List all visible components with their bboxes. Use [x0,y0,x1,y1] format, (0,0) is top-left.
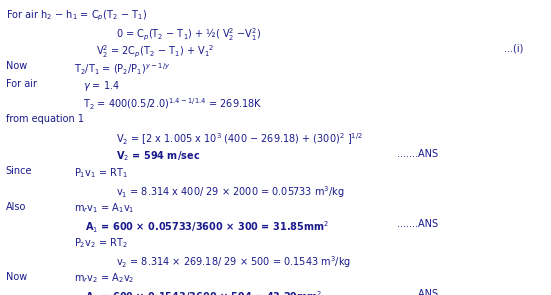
Text: Now: Now [6,61,27,71]
Text: $\gamma$ = 1.4: $\gamma$ = 1.4 [83,79,120,93]
Text: ...(i): ...(i) [504,44,523,54]
Text: P$_1$v$_1$ = RT$_1$: P$_1$v$_1$ = RT$_1$ [74,166,128,180]
Text: m$_r$v$_2$ = A$_2$v$_2$: m$_r$v$_2$ = A$_2$v$_2$ [74,272,135,285]
Text: T$_2$ = 400(0.5/2.0)$^{1.4-1/1.4}$ = 269.18K: T$_2$ = 400(0.5/2.0)$^{1.4-1/1.4}$ = 269… [83,96,262,112]
Text: 0 = C$_p$(T$_2$ − T$_1$) + ½( V$_2^2$ −V$_1^2$): 0 = C$_p$(T$_2$ − T$_1$) + ½( V$_2^2$ −V… [116,26,261,43]
Text: V$_2^2$ = 2C$_p$(T$_2$ − T$_1$) + V$_1$$^2$: V$_2^2$ = 2C$_p$(T$_2$ − T$_1$) + V$_1$$… [96,44,215,60]
Text: Now: Now [6,272,27,282]
Text: v$_2$ = 8.314 × 269.18/ 29 × 500 = 0.1543 m$^3$/kg: v$_2$ = 8.314 × 269.18/ 29 × 500 = 0.154… [116,254,350,270]
Text: v$_1$ = 8.314 x 400/ 29 × 2000 = 0.05733 m$^3$/kg: v$_1$ = 8.314 x 400/ 29 × 2000 = 0.05733… [116,184,344,200]
Text: For air h$_2$ − h$_1$ = C$_p$(T$_2$ − T$_1$): For air h$_2$ − h$_1$ = C$_p$(T$_2$ − T$… [6,9,147,23]
Text: m$_r$v$_1$ = A$_1$v$_1$: m$_r$v$_1$ = A$_1$v$_1$ [74,201,135,215]
Text: T$_2$/T$_1$ = (P$_2$/P$_1$)$^{y-1/y}$: T$_2$/T$_1$ = (P$_2$/P$_1$)$^{y-1/y}$ [74,61,171,77]
Text: V$_2$ = [2 x 1.005 x 10$^3$ (400 − 269.18) + (300)$^2$ ]$^{1/2}$: V$_2$ = [2 x 1.005 x 10$^3$ (400 − 269.1… [116,132,363,147]
Text: For air: For air [6,79,36,89]
Text: A$_1$ = 600 × 0.05733/3600 × 300 = 31.85mm$^2$: A$_1$ = 600 × 0.05733/3600 × 300 = 31.85… [85,219,329,235]
Text: P$_2$v$_2$ = RT$_2$: P$_2$v$_2$ = RT$_2$ [74,237,128,250]
Text: Also: Also [6,201,26,212]
Text: A$_2$ = 600 × 0.1543/3600 × 594 = 43.29mm$^2$: A$_2$ = 600 × 0.1543/3600 × 594 = 43.29m… [85,289,323,295]
Text: .......ANS: .......ANS [397,289,438,295]
Text: V$_2$ = 594 m/sec: V$_2$ = 594 m/sec [116,149,200,163]
Text: Since: Since [6,166,32,176]
Text: .......ANS: .......ANS [397,149,438,159]
Text: from equation 1: from equation 1 [6,114,84,124]
Text: .......ANS: .......ANS [397,219,438,229]
